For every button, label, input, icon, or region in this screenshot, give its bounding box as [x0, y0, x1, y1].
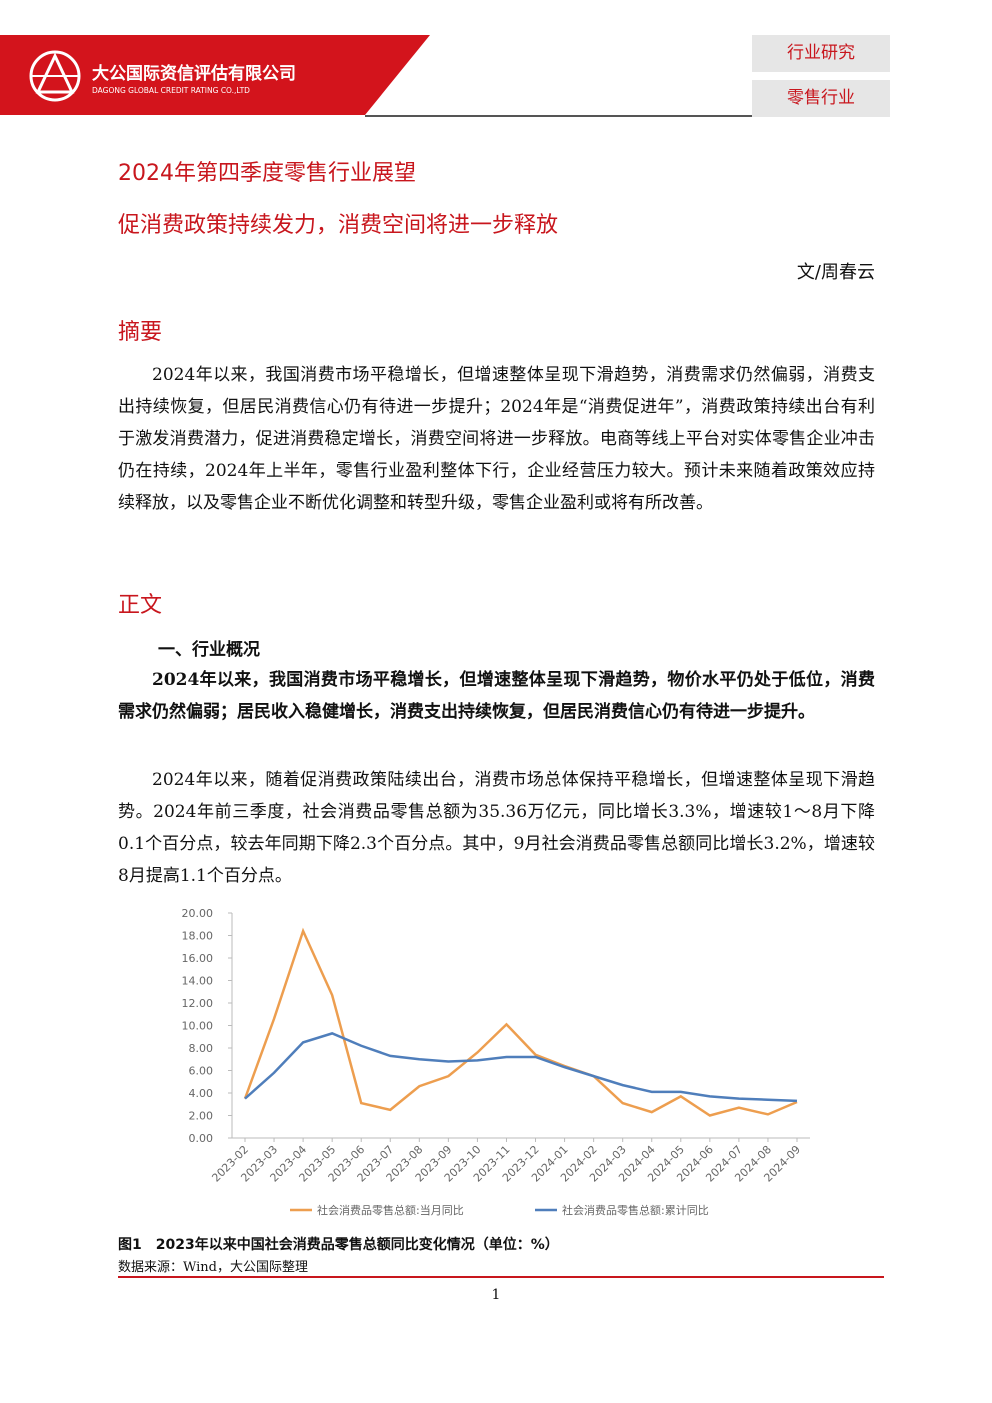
- data-line: [244, 1032, 798, 1103]
- y-tick-label: 10.00: [182, 1020, 214, 1033]
- abstract-text: 2024年以来，我国消费市场平稳增长，但增速整体呈现下滑趋势，消费需求仍然偏弱，…: [118, 365, 875, 513]
- y-tick-label: 14.00: [182, 975, 214, 988]
- legend-label: 社会消费品零售总额:累计同比: [562, 1203, 709, 1217]
- y-tick-label: 12.00: [182, 997, 214, 1010]
- header-tag: 行业研究: [752, 35, 890, 72]
- figure-caption: 图1 2023年以来中国社会消费品零售总额同比变化情况（单位：%）: [118, 1237, 559, 1253]
- section-heading: 摘要: [118, 320, 163, 345]
- legend-label: 社会消费品零售总额:当月同比: [317, 1203, 464, 1217]
- header-graphic: 大公国际资信评估有限公司 DAGONG GLOBAL CREDIT RATING…: [0, 35, 890, 117]
- header-tag: 零售行业: [752, 80, 890, 117]
- y-tick-label: 18.00: [182, 930, 214, 943]
- section-heading: 正文: [118, 593, 163, 618]
- chart: 0.00 2.00 4.00 6.00 8.00 10.00 12.00 14.00 16.00…: [182, 907, 810, 1217]
- y-tick-label: 6.00: [189, 1065, 214, 1078]
- page-number: 1: [491, 1287, 501, 1303]
- data-line: [243, 927, 798, 1117]
- company-name: 大公国际资信评估有限公司: [92, 63, 296, 84]
- y-tick-label: 16.00: [182, 952, 214, 965]
- y-tick-label: 0.00: [189, 1132, 214, 1145]
- doc-title: 2024年第四季度零售行业展望: [118, 161, 416, 186]
- subsection-heading: 一、行业概况: [158, 640, 260, 660]
- y-tick-label: 4.00: [189, 1087, 214, 1100]
- figure-source: 数据来源：Wind，大公国际整理: [118, 1260, 308, 1275]
- y-tick-label: 20.00: [182, 907, 214, 920]
- doc-subtitle: 促消费政策持续发力，消费空间将进一步释放: [118, 213, 559, 238]
- company-name-en: DAGONG GLOBAL CREDIT RATING CO.,LTD: [92, 86, 250, 95]
- author: 文/周春云: [796, 262, 875, 283]
- lead-paragraph: 2024年以来，我国消费市场平稳增长，但增速整体呈现下滑趋势，物价水平仍处于低位…: [118, 670, 875, 722]
- y-tick-label: 8.00: [189, 1042, 214, 1055]
- y-tick-label: 2.00: [189, 1110, 214, 1123]
- paragraph: 2024年以来，随着促消费政策陆续出台，消费市场总体保持平稳增长，但增速整体呈现…: [118, 770, 875, 886]
- divider: [118, 1276, 884, 1278]
